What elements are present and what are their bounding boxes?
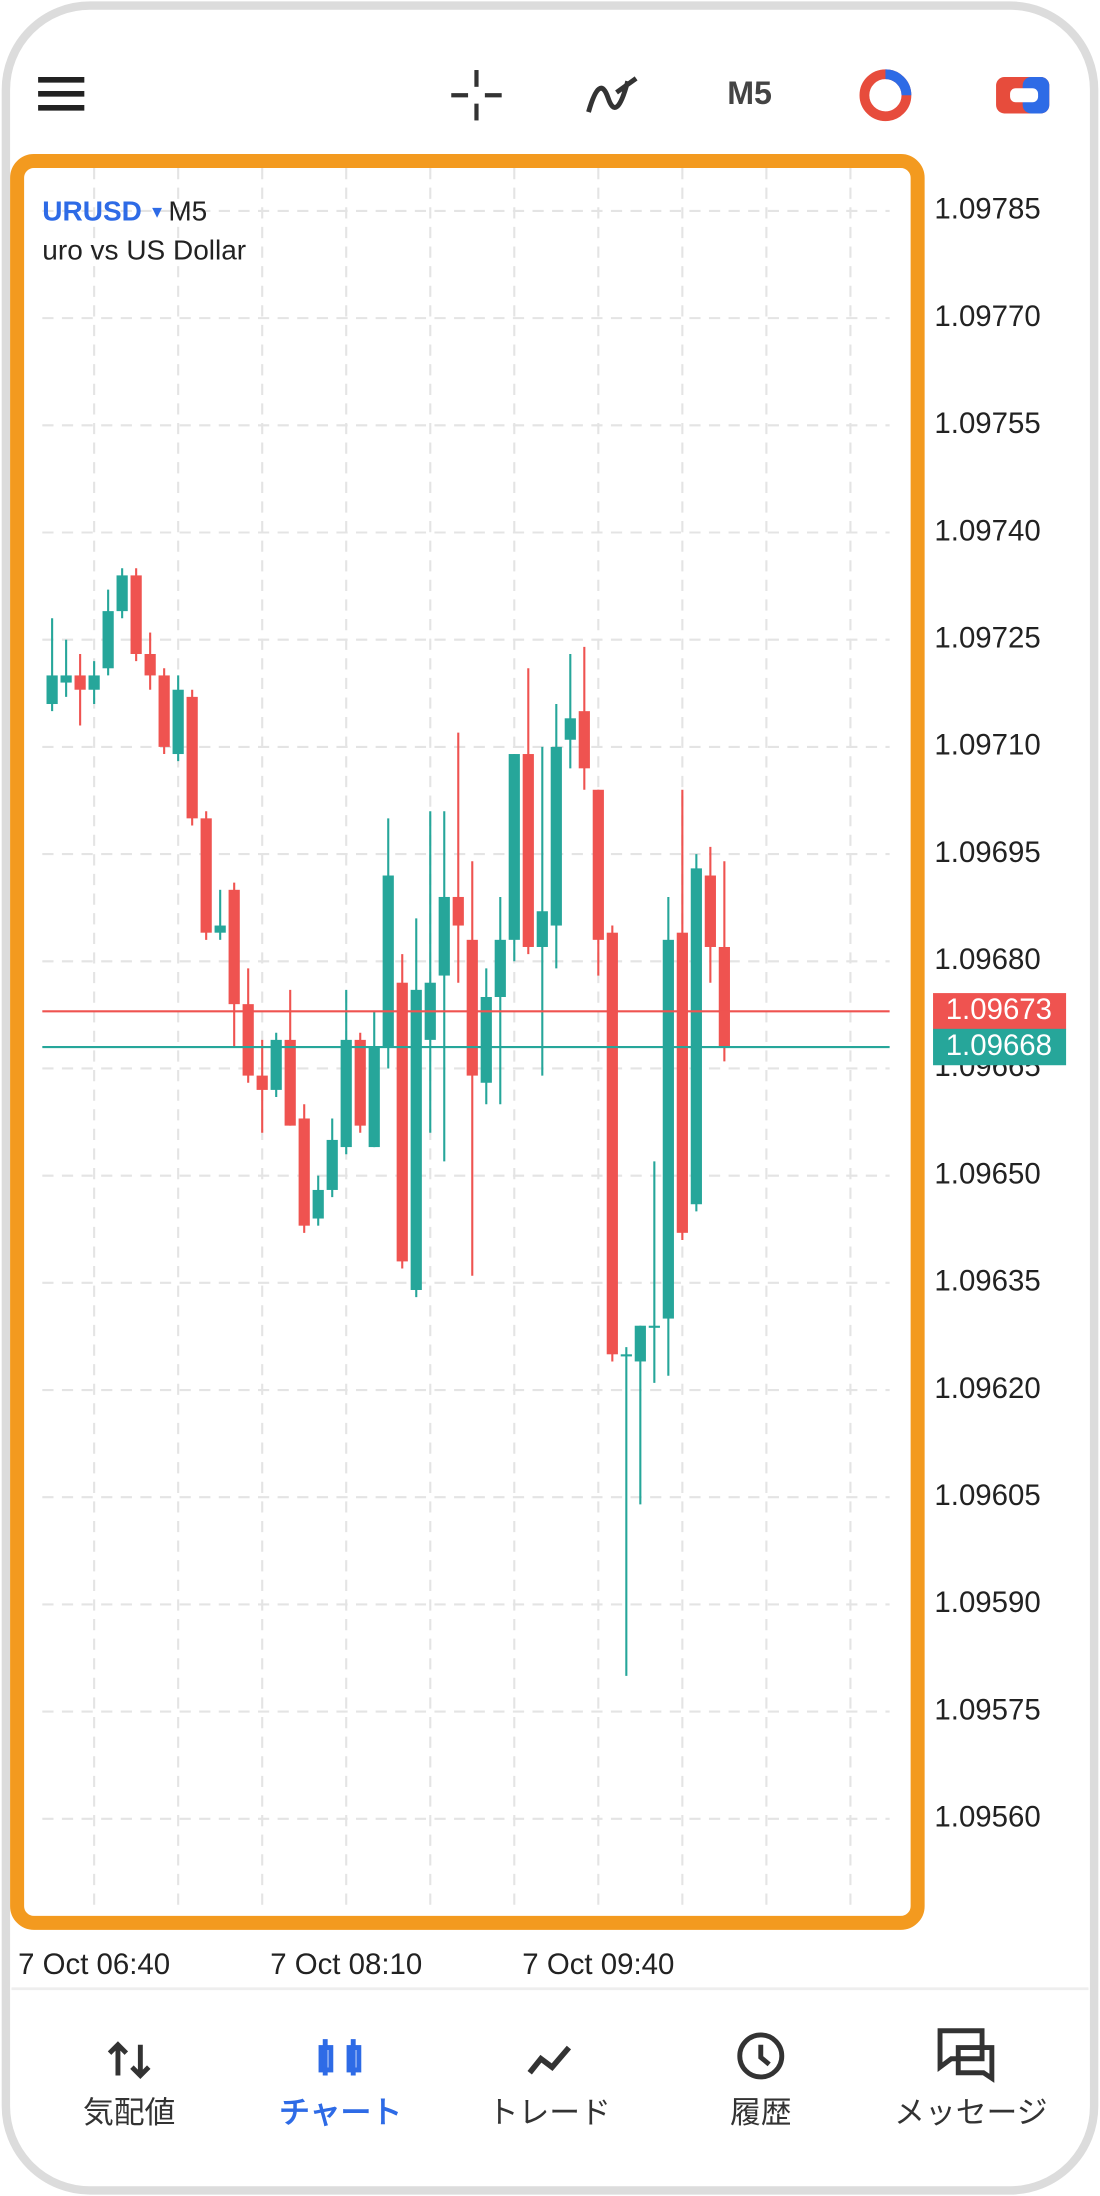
highlight-frame — [10, 154, 925, 1930]
y-tick-label: 1.09650 — [934, 1157, 1040, 1190]
y-tick-label: 1.09605 — [934, 1479, 1040, 1512]
nav-item[interactable]: メッセージ — [894, 2095, 1047, 2130]
candle-body — [410, 989, 422, 1290]
y-tick-label: 1.09740 — [934, 514, 1040, 547]
candle-body — [452, 896, 464, 926]
symbol-description: uro vs US Dollar — [42, 234, 246, 265]
candle-body — [466, 939, 478, 1076]
y-tick-label: 1.09755 — [934, 407, 1040, 440]
x-tick-label: 7 Oct 08:10 — [270, 1948, 422, 1981]
chart-timeframe: M5 — [168, 195, 207, 226]
candle-body — [242, 1004, 254, 1076]
symbol-dropdown[interactable]: ▼ — [149, 202, 166, 221]
x-tick-label: 7 Oct 09:40 — [522, 1948, 674, 1981]
ask-label: 1.09673 — [946, 993, 1052, 1026]
chart: 1.09785 1.09770 1.09755 1.09740 1.09725 1.097… — [18, 168, 1067, 1981]
candle-body — [564, 718, 576, 740]
candle-body — [298, 1118, 310, 1226]
candle-body — [396, 982, 408, 1262]
menu-button[interactable] — [38, 77, 85, 111]
candle-body — [172, 689, 184, 755]
candle-body — [704, 875, 716, 947]
candle-body — [102, 611, 114, 669]
y-tick-label: 1.09710 — [934, 729, 1040, 762]
candle-body — [74, 675, 86, 690]
candle-body — [536, 911, 548, 947]
candle-body — [158, 675, 170, 747]
symbol[interactable]: URUSD — [42, 195, 142, 226]
candle-body — [256, 1075, 268, 1090]
candle-body — [606, 932, 618, 1355]
candle-body — [326, 1139, 338, 1190]
candle-body — [382, 875, 394, 1048]
candle-body — [620, 1354, 632, 1357]
timeframe-button[interactable]: M5 — [727, 75, 772, 111]
candle-body — [340, 1039, 352, 1148]
candle-body — [354, 1039, 366, 1126]
bid-label: 1.09668 — [946, 1029, 1052, 1062]
y-tick-label: 1.09695 — [934, 836, 1040, 869]
y-tick-label: 1.09575 — [934, 1693, 1040, 1726]
nav-icons — [107, 2028, 995, 2083]
bottom-nav: 気配値 チャート トレード 履歴 メッセージ — [83, 2095, 1048, 2130]
y-tick-label: 1.09590 — [934, 1586, 1040, 1619]
candle-body — [312, 1189, 324, 1219]
indicators-button[interactable] — [586, 76, 638, 113]
candle-body — [438, 896, 450, 976]
candle-body — [592, 789, 604, 940]
candle-body — [144, 653, 156, 676]
candle-body — [494, 939, 506, 998]
candle-body — [270, 1039, 282, 1090]
candle-body — [368, 1047, 380, 1148]
candle-body — [60, 675, 72, 683]
nav-item[interactable]: トレード — [488, 2095, 611, 2130]
candle-body — [508, 754, 520, 940]
crosshair-button[interactable] — [451, 70, 502, 121]
candle-body — [690, 868, 702, 1205]
y-tick-label: 1.09560 — [934, 1801, 1040, 1834]
candle-body — [116, 575, 128, 612]
candle-body — [634, 1325, 646, 1362]
y-tick-label: 1.09635 — [934, 1265, 1040, 1298]
candle-body — [186, 696, 198, 819]
candle-body — [284, 1039, 296, 1126]
y-tick-label: 1.09620 — [934, 1372, 1040, 1405]
candle-body — [648, 1325, 660, 1328]
y-tick-label: 1.09785 — [934, 193, 1040, 226]
candle-body — [88, 675, 100, 690]
y-tick-label: 1.09680 — [934, 943, 1040, 976]
candle-body — [662, 939, 674, 1319]
candle-body — [46, 675, 58, 705]
nav-item[interactable]: チャート — [279, 2095, 402, 2130]
x-tick-label: 7 Oct 06:40 — [18, 1948, 170, 1981]
candle-body — [718, 946, 730, 1048]
y-tick-label: 1.09725 — [934, 621, 1040, 654]
window-button[interactable] — [996, 77, 1050, 114]
candle-body — [676, 932, 688, 1233]
candle-body — [480, 997, 492, 1083]
candle-body — [550, 746, 562, 926]
candle-body — [130, 575, 142, 654]
ask-label-bg — [933, 993, 1067, 1030]
candle-body — [578, 711, 590, 769]
candle-body — [214, 925, 226, 933]
trade-button[interactable] — [859, 69, 912, 122]
bid-label-bg — [933, 1028, 1067, 1066]
candle-body — [228, 889, 240, 1005]
candle-body — [522, 754, 534, 947]
candle-body — [200, 818, 212, 933]
nav-item[interactable]: 履歴 — [730, 2095, 792, 2130]
y-tick-label: 1.09770 — [934, 300, 1040, 333]
nav-item[interactable]: 気配値 — [83, 2095, 175, 2130]
